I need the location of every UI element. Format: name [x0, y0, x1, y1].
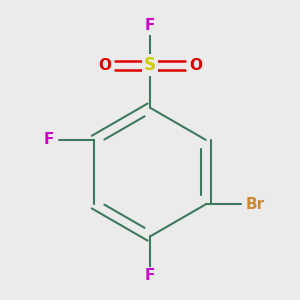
Text: O: O [98, 58, 111, 73]
Text: O: O [189, 58, 202, 73]
Text: Br: Br [245, 197, 264, 212]
Text: S: S [144, 56, 156, 74]
Text: F: F [44, 132, 54, 147]
Text: F: F [145, 268, 155, 284]
Text: F: F [145, 19, 155, 34]
